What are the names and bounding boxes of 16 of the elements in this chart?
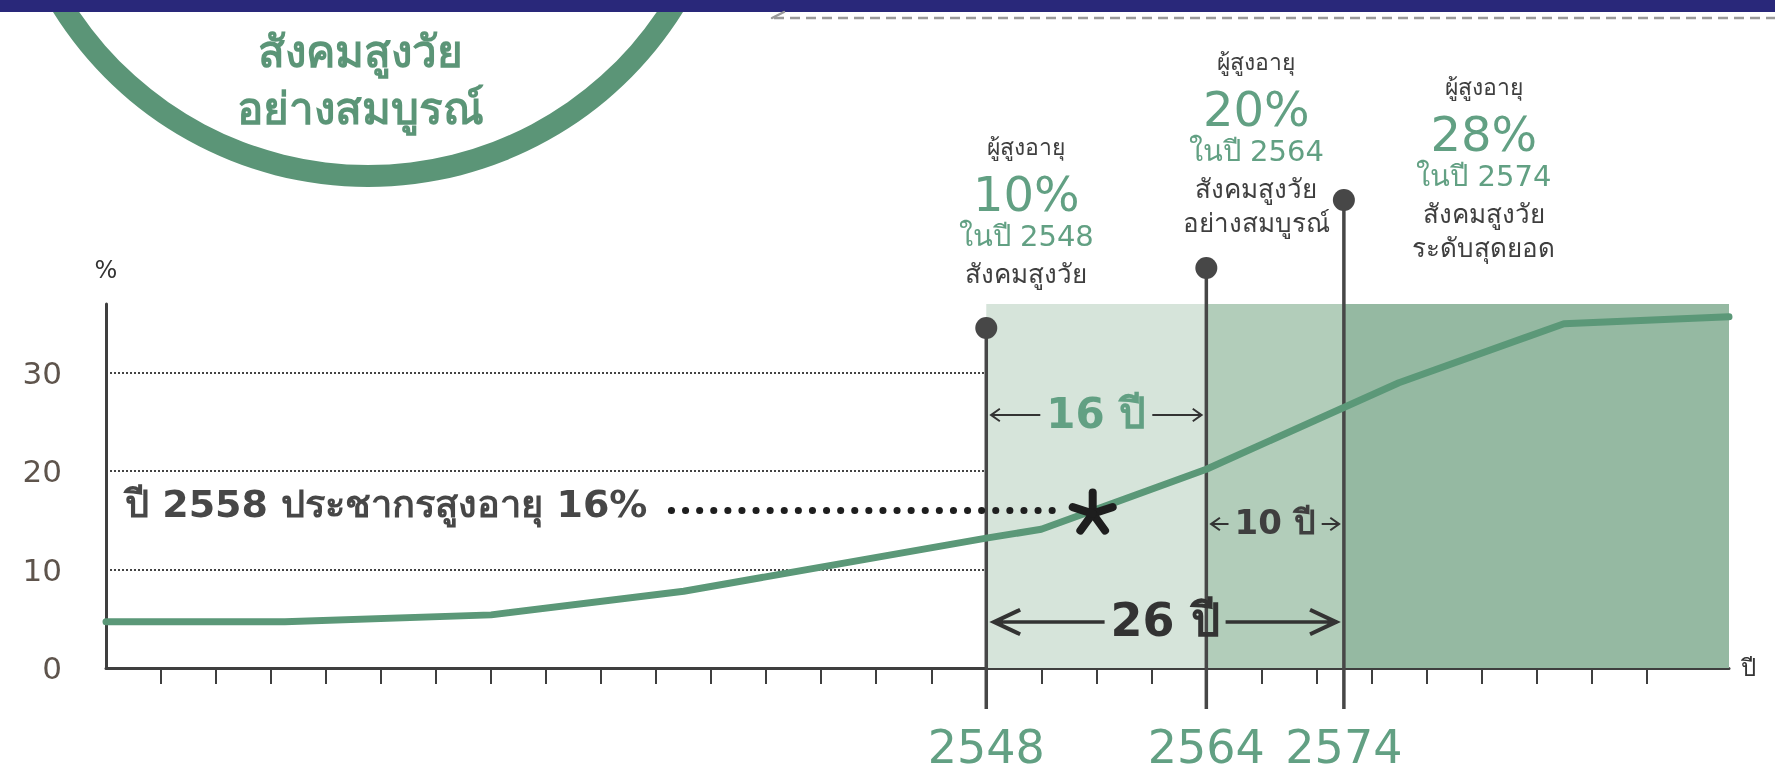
y-tick-label: 10 bbox=[22, 551, 62, 588]
y-axis-title: % bbox=[94, 256, 118, 284]
y-tick-label: 0 bbox=[42, 650, 62, 686]
ref-line-label: ผู้สูงอายุ 20% ในปี 2564 สังคมสูงวัย อย่างสมบูรณ์ bbox=[1182, 49, 1330, 239]
ref-line-label: ผู้สูงอายุ 28% ในปี 2574 สังคมสูงวัย ระดับสุดยอด bbox=[1412, 74, 1556, 264]
x-tick-label: 2574 bbox=[1285, 720, 1403, 773]
x-axis-title: ปี bbox=[1740, 654, 1756, 682]
ref-line-label: ผู้สูงอายุ 10% ในปี 2548 สังคมสูงวัย bbox=[958, 134, 1094, 290]
annotation: 10 ปี bbox=[1234, 502, 1316, 542]
y-tick-label: 30 bbox=[22, 354, 62, 391]
chart-title: สังคมสูงวัย อย่างสมบูรณ์ bbox=[236, 26, 484, 136]
ref-line-label: ปี 2558 ประชากรสูงอายุ 16% bbox=[123, 481, 648, 528]
annotation: 16 ปี bbox=[1046, 388, 1147, 438]
x-tick-label: 2548 bbox=[927, 720, 1045, 773]
y-tick-label: 20 bbox=[22, 453, 62, 490]
x-tick-label: 2564 bbox=[1147, 720, 1265, 773]
